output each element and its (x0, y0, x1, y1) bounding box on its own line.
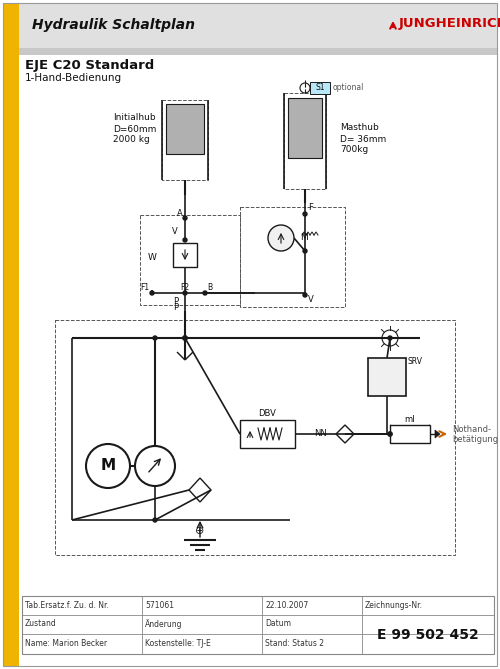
Circle shape (135, 446, 175, 486)
Text: F: F (308, 203, 313, 213)
Text: 2000 kg: 2000 kg (113, 136, 150, 145)
Circle shape (183, 336, 187, 340)
Text: A: A (177, 209, 183, 217)
Bar (166, 104, 204, 154)
Text: W: W (148, 252, 157, 262)
Text: D= 36mm: D= 36mm (340, 134, 386, 143)
Bar (240, 207, 345, 307)
Text: Name: Marion Becker: Name: Marion Becker (25, 638, 107, 648)
Bar (55, 320, 455, 555)
Circle shape (388, 432, 392, 436)
Circle shape (183, 336, 187, 340)
Bar (19, 3, 497, 48)
Text: Tab.Ersatz.f. Zu. d. Nr.: Tab.Ersatz.f. Zu. d. Nr. (25, 601, 109, 611)
Circle shape (183, 238, 187, 242)
Text: Datum: Datum (265, 619, 291, 628)
Text: S1: S1 (316, 84, 325, 92)
Bar (310, 82, 330, 94)
Text: optional: optional (333, 84, 364, 92)
Text: E 99 502 452: E 99 502 452 (377, 628, 479, 642)
Bar (173, 243, 197, 267)
Text: NN: NN (314, 429, 327, 438)
Text: M: M (100, 458, 116, 474)
Text: B: B (207, 282, 212, 292)
Bar (19, 48, 497, 55)
Circle shape (183, 336, 187, 340)
Bar (22, 596, 494, 654)
Text: D=60mm: D=60mm (113, 124, 156, 134)
Text: betätigung: betätigung (452, 436, 498, 444)
Text: Initialhub: Initialhub (113, 114, 156, 122)
Text: Stand: Status 2: Stand: Status 2 (265, 638, 324, 648)
Text: Masthub: Masthub (340, 124, 379, 132)
Text: P: P (173, 302, 178, 312)
Circle shape (153, 336, 157, 340)
Circle shape (183, 216, 187, 220)
Bar (284, 93, 326, 189)
Text: JUNGHEINRICH: JUNGHEINRICH (399, 17, 500, 31)
Circle shape (268, 225, 294, 251)
Circle shape (86, 444, 130, 488)
Text: V: V (308, 296, 314, 304)
Bar (3, 3, 19, 666)
Text: mI: mI (404, 415, 415, 423)
Text: F2: F2 (180, 282, 190, 292)
Circle shape (388, 336, 392, 340)
Text: 22.10.2007: 22.10.2007 (265, 601, 308, 611)
Circle shape (153, 518, 157, 522)
Bar (390, 425, 430, 443)
Polygon shape (435, 430, 440, 438)
Text: 1-Hand-Bedienung: 1-Hand-Bedienung (25, 73, 122, 83)
Text: EJE C20 Standard: EJE C20 Standard (25, 60, 154, 72)
Text: Zustand: Zustand (25, 619, 57, 628)
Circle shape (303, 293, 307, 297)
Bar (240, 420, 295, 448)
Text: DBV: DBV (258, 409, 276, 419)
Text: Zeichnungs-Nr.: Zeichnungs-Nr. (365, 601, 423, 611)
Circle shape (303, 212, 307, 216)
Circle shape (388, 432, 392, 436)
Text: 571061: 571061 (145, 601, 174, 611)
Bar (368, 358, 406, 396)
Bar (140, 215, 240, 305)
Text: Änderung: Änderung (145, 619, 182, 629)
Text: SRV: SRV (408, 357, 423, 367)
Text: ⊕: ⊕ (196, 526, 204, 536)
Bar (162, 100, 208, 180)
Circle shape (183, 291, 187, 295)
Text: 700kg: 700kg (340, 145, 368, 155)
Circle shape (150, 291, 154, 295)
Circle shape (203, 291, 207, 295)
Text: Kostenstelle: TJ-E: Kostenstelle: TJ-E (145, 638, 211, 648)
Text: Hydraulik Schaltplan: Hydraulik Schaltplan (32, 18, 195, 32)
Text: V: V (172, 227, 178, 235)
Bar (288, 98, 322, 158)
Text: P: P (173, 296, 178, 306)
Text: M: M (300, 233, 308, 242)
Text: F1: F1 (140, 282, 149, 292)
Circle shape (303, 249, 307, 253)
Text: Nothand-: Nothand- (452, 425, 491, 434)
